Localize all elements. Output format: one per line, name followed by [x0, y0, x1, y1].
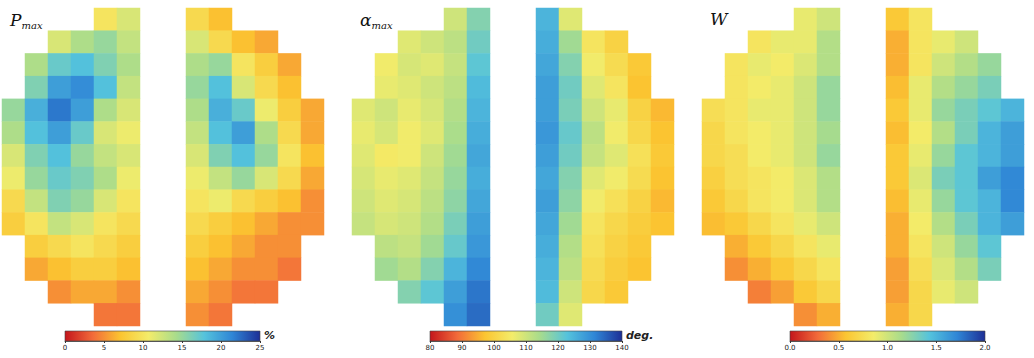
svg-text:W: W [710, 9, 729, 29]
svg-text:2.0: 2.0 [979, 344, 990, 352]
svg-text:10: 10 [139, 344, 148, 352]
svg-text:120: 120 [551, 344, 564, 352]
svg-text:max: max [21, 20, 42, 31]
svg-text:130: 130 [583, 344, 596, 352]
svg-text:α: α [360, 10, 372, 30]
svg-text:0.5: 0.5 [833, 344, 844, 352]
svg-text:0: 0 [63, 344, 67, 352]
svg-text:%: % [264, 329, 275, 342]
svg-text:140: 140 [615, 344, 628, 352]
svg-text:20: 20 [217, 344, 226, 352]
svg-text:90: 90 [458, 344, 467, 352]
svg-text:25: 25 [256, 344, 265, 352]
svg-text:110: 110 [519, 344, 532, 352]
svg-text:0.0: 0.0 [784, 344, 795, 352]
svg-text:max: max [371, 20, 392, 31]
svg-text:5: 5 [102, 344, 106, 352]
svg-text:80: 80 [426, 344, 435, 352]
svg-text:15: 15 [178, 344, 187, 352]
svg-text:100: 100 [487, 344, 500, 352]
svg-text:1.0: 1.0 [882, 344, 893, 352]
svg-text:P: P [9, 10, 22, 30]
svg-text:deg.: deg. [626, 329, 653, 342]
svg-text:1.5: 1.5 [931, 344, 942, 352]
